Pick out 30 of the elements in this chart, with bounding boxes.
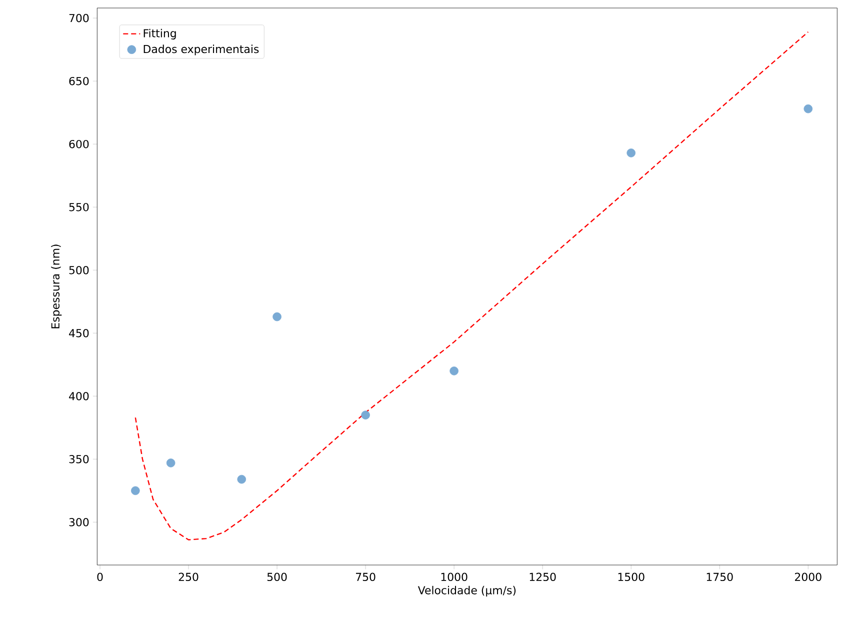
x-axis-title: Velocidade (µm/s) — [418, 586, 516, 597]
legend-label: Dados experimentais — [144, 44, 259, 56]
y-tick-label: 400 — [69, 392, 89, 400]
x-tick-label: 2000 — [794, 572, 822, 582]
y-tick-label: 700 — [69, 14, 89, 22]
point — [361, 410, 370, 420]
x-tick-label: 1250 — [530, 572, 556, 582]
point — [131, 486, 140, 496]
y-tick-label: 550 — [69, 202, 89, 212]
point — [166, 458, 176, 468]
legend-label: Fitting — [144, 28, 176, 40]
x-tick-label: 250 — [178, 572, 198, 582]
x-tick-label: 750 — [356, 572, 376, 582]
x-tick-label: 1750 — [706, 572, 733, 582]
y-axis-title: Espessura (nm) — [51, 244, 62, 328]
x-tick-label: 500 — [267, 572, 287, 582]
point — [237, 474, 246, 484]
point — [450, 366, 458, 376]
x-tick-label: 1500 — [618, 572, 644, 582]
y-tick-label: 600 — [69, 140, 89, 148]
point — [272, 312, 282, 322]
y-tick-label: 350 — [69, 455, 89, 464]
y-tick-label: 450 — [69, 328, 89, 338]
y-tick-label: 300 — [69, 518, 89, 526]
point — [804, 104, 813, 114]
x-tick-label: 1000 — [441, 572, 468, 582]
x-tick-label: 0 — [97, 572, 103, 582]
y-tick-label: 650 — [69, 76, 89, 86]
point — [626, 148, 636, 158]
y-tick-label: 500 — [69, 266, 89, 274]
